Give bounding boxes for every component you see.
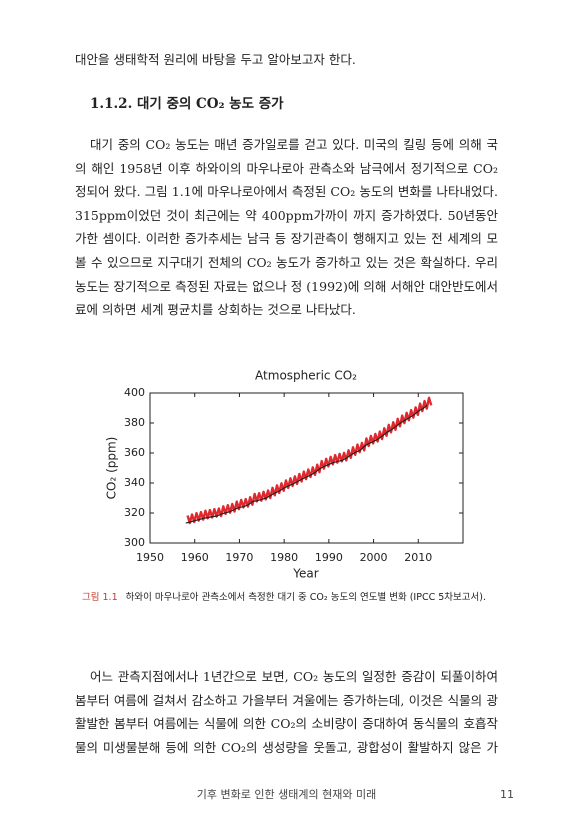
text-line: 의 해인 1958년 이후 하와이의 마우나로아 관측소와 남극에서 정기적으로… [75, 160, 498, 176]
y-tick-label: 360 [124, 446, 145, 459]
text-line: 315ppm이었던 것이 최근에는 약 400ppm가까이 까지 증가하였다. … [75, 207, 498, 223]
caption-label: 그림 1.1 [82, 592, 118, 603]
plot-frame [149, 392, 464, 544]
y-tick-label: 340 [124, 476, 145, 489]
heading: 1.1.2. 대기 중의 CO₂ 농도 증가 [90, 96, 284, 112]
y-tick-label: 400 [124, 386, 145, 399]
x-tick-label: 2010 [404, 551, 432, 564]
x-tick-label: 1980 [270, 551, 298, 564]
text-line: 정되어 왔다. 그림 1.1에 마우나로아에서 측정된 CO₂ 농도의 변화를 … [75, 184, 498, 200]
data-line [186, 396, 433, 525]
data-line [185, 404, 428, 524]
x-axis-label: Year [292, 567, 318, 581]
top-line: 대안을 생태학적 원리에 바탕을 두고 알아보고자 한다. [75, 52, 356, 67]
y-tick-label: 300 [124, 536, 145, 549]
x-tick-label: 2000 [360, 551, 388, 564]
caption: 그림 1.1 하와이 마우나로아 관측소에서 측정한 대기 중 CO₂ 농도의 연… [82, 589, 486, 607]
y-axis-label: CO₂ (ppm) [105, 437, 119, 500]
text-line: 볼 수 있으므로 지구대기 전체의 CO₂ 농도가 증가하고 있는 것은 확실하… [75, 255, 498, 270]
text-line: 물의 미생물분해 등에 의한 CO₂의 생성량을 웃돌고, 광합성이 활발하지 … [75, 739, 498, 755]
text-line: 료에 의하면 세계 평균치를 상회하는 것으로 나타났다. [75, 302, 356, 318]
text-line: 가한 셈이다. 이러한 증가추세는 남극 등 장기관측이 행해지고 있는 전 세… [75, 231, 498, 247]
caption-text: 하와이 마우나로아 관측소에서 측정한 대기 중 CO₂ 농도의 연도별 변화 … [125, 592, 486, 603]
text-line: 봄부터 여름에 걸쳐서 감소하고 가을부터 겨울에는 증가하는데, 이것은 식물… [75, 692, 498, 708]
text-line: 농도는 장기적으로 측정된 자료는 없으나 정 (1992)에 의해 서해안 대… [75, 278, 498, 294]
y-tick-label: 380 [124, 416, 145, 429]
x-tick-label: 1990 [315, 551, 343, 564]
x-tick-label: 1950 [136, 551, 164, 564]
text-line: 대기 중의 CO₂ 농도는 매년 증가일로를 걷고 있다. 미국의 킬링 등에 … [90, 137, 498, 152]
footer-title: 기후 변화로 인한 생태계의 현재와 미래 [196, 788, 377, 801]
chart: Atmospheric CO₂ Year CO₂ (ppm) 300 320 340… [105, 369, 464, 581]
page-number: 11 [500, 788, 514, 801]
y-tick-label: 320 [124, 506, 145, 519]
x-tick-label: 1960 [181, 551, 209, 564]
text-line: 어느 관측지점에서나 1년간으로 보면, CO₂ 농도의 일정한 증감이 되풀이… [90, 669, 498, 684]
chart-title: Atmospheric CO₂ [255, 369, 357, 383]
x-tick-label: 1970 [225, 551, 253, 564]
text-line: 활발한 봄부터 여름에는 식물에 의한 CO₂의 소비량이 증대하여 동식물의 … [75, 716, 498, 732]
